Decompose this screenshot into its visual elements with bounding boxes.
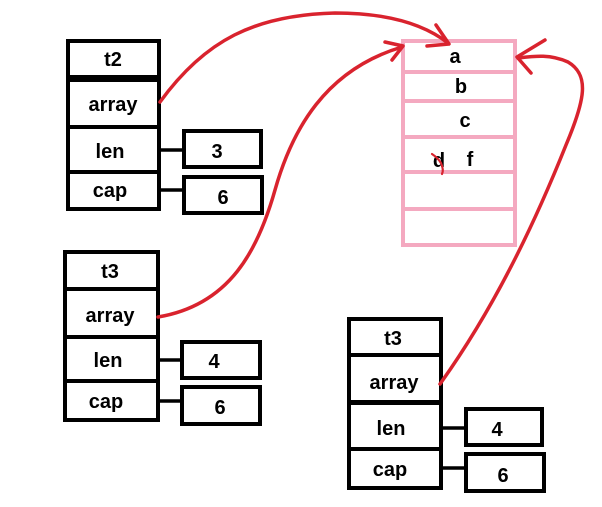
pointer-t3-right-curve <box>438 54 585 386</box>
struct-t2-array-label: array <box>89 94 139 116</box>
struct-t3-right: t3 array len cap 4 6 <box>347 317 546 493</box>
struct-t2-cap-value-box <box>182 175 264 215</box>
struct-t2-len-value: 3 <box>211 141 222 163</box>
pointer-t3-left-arrowhead <box>383 40 405 62</box>
struct-t2-cap-value: 6 <box>217 187 228 209</box>
array-cell-1-value: b <box>455 76 467 98</box>
struct-t3-right-cap-label: cap <box>373 459 407 481</box>
struct-t2-len-value-box <box>182 129 263 169</box>
array-cell-2 <box>401 99 517 139</box>
struct-t3-right-cap-field <box>347 447 443 490</box>
array-cell-0-value: a <box>449 46 461 68</box>
struct-t3-right-array-label: array <box>370 372 420 394</box>
struct-t3-left-cap-value-box <box>180 385 262 426</box>
struct-t3-left-len-label: len <box>94 350 123 372</box>
struct-t3-left-len-value: 4 <box>208 351 220 373</box>
struct-t2-cap-label: cap <box>93 180 127 202</box>
struct-t3-left-name: t3 <box>101 261 119 283</box>
struct-t3-left-cap-label: cap <box>89 391 123 413</box>
array-cell-3 <box>401 135 517 174</box>
struct-t3-right-cap-value: 6 <box>497 465 508 487</box>
struct-t3-right-len-label: len <box>377 418 406 440</box>
array-cell-1 <box>401 70 517 103</box>
array-cell-5 <box>401 207 517 247</box>
backing-array: a b c d f <box>401 39 517 247</box>
struct-t2-name: t2 <box>104 49 122 71</box>
array-cell-3-value: f <box>467 149 474 171</box>
array-cell-0 <box>401 39 517 74</box>
struct-t3-left-array-field <box>63 287 160 339</box>
struct-t3-left-array-label: array <box>86 305 136 327</box>
pointer-t3-right-arrowhead <box>515 38 547 75</box>
array-cell-4 <box>401 170 517 211</box>
struct-t3-right-len-value-box <box>464 407 544 447</box>
struct-t2-name-box <box>66 39 161 79</box>
struct-t2: t2 array len cap 3 6 <box>66 39 264 215</box>
struct-t3-left: t3 array len cap 4 6 <box>63 250 262 426</box>
struct-t2-len-label: len <box>96 141 125 163</box>
pointer-t3-right-array <box>438 38 585 386</box>
pointer-t3-left-curve <box>156 45 404 319</box>
struct-t3-right-name: t3 <box>384 328 402 350</box>
struct-t3-left-len-value-box <box>180 340 262 380</box>
pointer-t2-arrowhead <box>425 23 451 48</box>
pointer-t2-curve <box>158 11 450 104</box>
pointer-t3-left-array <box>156 40 405 319</box>
struct-t3-right-len-value: 4 <box>491 419 503 441</box>
struct-t3-right-len-field <box>347 401 443 451</box>
struct-t3-right-cap-value-box <box>464 452 546 493</box>
pointer-t2-array <box>158 11 451 104</box>
array-cell-2-value: c <box>459 110 470 132</box>
struct-t3-left-cap-value: 6 <box>214 397 225 419</box>
struct-t3-right-array-field <box>347 353 443 404</box>
strikethrough-mark <box>430 152 444 176</box>
